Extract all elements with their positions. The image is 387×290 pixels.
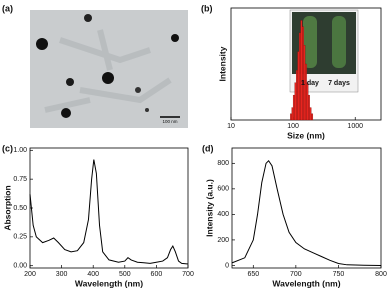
x-tick-label: 400 — [87, 271, 99, 278]
y-tick-label: 0.50 — [13, 205, 27, 212]
x-axis-label: Wavelength (nm) — [75, 278, 143, 288]
tem-image — [30, 10, 188, 128]
x-tick-label: 750 — [333, 271, 345, 278]
histogram-bar — [291, 107, 294, 121]
histogram-bar — [294, 82, 297, 121]
panel-label: (a) — [2, 3, 13, 13]
vial-label: 1 day — [301, 80, 319, 87]
x-tick-label: 650 — [247, 271, 259, 278]
histogram-bar — [309, 107, 312, 121]
y-axis-label: Intensity — [217, 46, 227, 81]
y-tick-label: 800 — [217, 160, 229, 167]
spectrum-line — [29, 159, 189, 265]
x-tick-label: 1000 — [347, 123, 363, 130]
histogram-bar — [306, 82, 309, 121]
histogram-bar — [302, 26, 304, 121]
histogram-bar — [298, 32, 301, 121]
histogram-bar — [290, 113, 292, 121]
y-tick-label: 0.00 — [13, 263, 27, 270]
plot-frame — [231, 147, 382, 269]
x-tick-label: 700 — [290, 271, 302, 278]
histogram-bar — [300, 20, 303, 121]
spectrum-line — [231, 159, 382, 266]
x-axis-label: Size (nm) — [287, 130, 325, 140]
x-tick-label: 10 — [227, 123, 235, 130]
panel-label: (d) — [202, 143, 214, 153]
y-axis-label: Intensity (a.u.) — [204, 179, 214, 237]
x-tick-label: 700 — [182, 271, 194, 278]
y-tick-label: 0 — [225, 262, 229, 269]
inset-photo — [289, 9, 359, 93]
histogram-bar — [296, 70, 298, 121]
histogram-bar — [304, 63, 307, 121]
x-axis-label: Wavelength (nm) — [272, 278, 340, 288]
y-axis-label: Absorption — [2, 185, 12, 230]
x-tick-label: 200 — [24, 271, 36, 278]
histogram-bar — [311, 113, 314, 121]
x-tick-label: 800 — [375, 271, 387, 278]
y-tick-label: 400 — [217, 211, 229, 218]
x-tick-label: 500 — [119, 271, 131, 278]
panel-label: (c) — [2, 143, 13, 153]
vial-label: 7 days — [328, 80, 350, 87]
x-tick-label: 300 — [56, 271, 68, 278]
x-tick-label: 600 — [151, 271, 163, 278]
y-tick-label: 0.75 — [13, 176, 27, 183]
histogram-bar — [292, 94, 295, 121]
x-tick-label: 100 — [287, 123, 299, 130]
y-tick-label: 600 — [217, 186, 229, 193]
histogram-bar — [297, 51, 300, 121]
y-tick-label: 200 — [217, 237, 229, 244]
y-tick-label: 1.00 — [13, 147, 27, 154]
histogram-bar — [308, 94, 310, 121]
scale-bar-label: 100 nm — [162, 119, 177, 124]
panel-label: (b) — [201, 3, 213, 13]
y-tick-label: 0.25 — [13, 234, 27, 241]
